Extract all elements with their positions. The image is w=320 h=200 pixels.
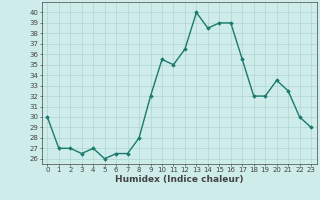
X-axis label: Humidex (Indice chaleur): Humidex (Indice chaleur) bbox=[115, 175, 244, 184]
